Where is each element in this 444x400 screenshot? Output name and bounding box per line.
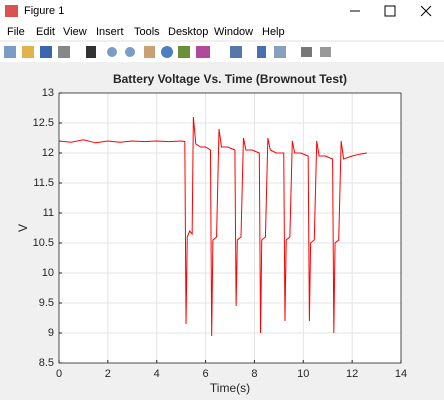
menu-item[interactable]: Tools	[134, 26, 160, 38]
x-tick-label: 2	[105, 368, 111, 380]
toolbar	[4, 46, 331, 58]
tool-zoom-in[interactable]	[107, 47, 117, 57]
x-tick-label: 0	[56, 368, 62, 380]
tool-pointer[interactable]	[86, 46, 96, 58]
data-line	[58, 116, 367, 337]
menu-item[interactable]: File	[7, 26, 25, 38]
app-icon	[5, 5, 18, 17]
menu-item[interactable]: Help	[262, 26, 285, 38]
x-axis-label: Time(s)	[210, 381, 250, 395]
x-tick-label: 10	[297, 368, 309, 380]
tool-zoom-out[interactable]	[125, 47, 135, 57]
y-tick-label: 12	[42, 147, 54, 159]
menu-item[interactable]: Edit	[36, 26, 55, 38]
x-tick-label: 14	[395, 368, 407, 380]
chrome	[0, 0, 444, 62]
y-tick-label: 10.5	[33, 237, 54, 249]
y-tick-label: 11	[43, 207, 54, 219]
y-tick-label: 10	[42, 267, 54, 279]
tool-open[interactable]	[22, 46, 34, 58]
x-tick-label: 12	[346, 368, 358, 380]
maximize[interactable]	[384, 5, 396, 17]
y-tick-label: 11.5	[33, 177, 54, 189]
menu-item[interactable]: Window	[214, 26, 253, 38]
tool-new[interactable]	[4, 46, 16, 58]
tool-dock[interactable]	[320, 47, 331, 57]
axes-background	[59, 93, 401, 363]
y-axis-label: V	[16, 224, 30, 232]
tool-pan[interactable]	[144, 46, 155, 58]
tool-rotate[interactable]	[161, 46, 173, 58]
tool-link[interactable]	[230, 46, 242, 58]
axes-box	[58, 92, 402, 364]
window-title: Figure 1	[24, 5, 64, 17]
y-tick-label: 8.5	[39, 357, 54, 369]
tool-save[interactable]	[40, 46, 52, 58]
y-tick-label: 13	[42, 87, 54, 99]
y-tick-label: 9	[48, 327, 54, 339]
y-tick-label: 12.5	[33, 117, 54, 129]
menu-item[interactable]: View	[63, 26, 87, 38]
x-tick-label: 8	[251, 368, 257, 380]
chart-title: Battery Voltage Vs. Time (Brownout Test)	[113, 72, 347, 86]
tool-colorbar[interactable]	[257, 46, 266, 58]
tool-legend[interactable]	[274, 46, 286, 58]
tool-datacursor[interactable]	[178, 46, 190, 58]
x-tick-label: 4	[154, 368, 160, 380]
tool-brush[interactable]	[196, 46, 210, 58]
y-tick-label: 9.5	[39, 297, 54, 309]
tool-print[interactable]	[58, 46, 70, 58]
x-tick-label: 6	[203, 368, 209, 380]
tool-hide[interactable]	[301, 47, 312, 57]
menu-item[interactable]: Desktop	[168, 26, 208, 38]
menu-item[interactable]: Insert	[96, 26, 124, 38]
close[interactable]	[420, 5, 432, 17]
